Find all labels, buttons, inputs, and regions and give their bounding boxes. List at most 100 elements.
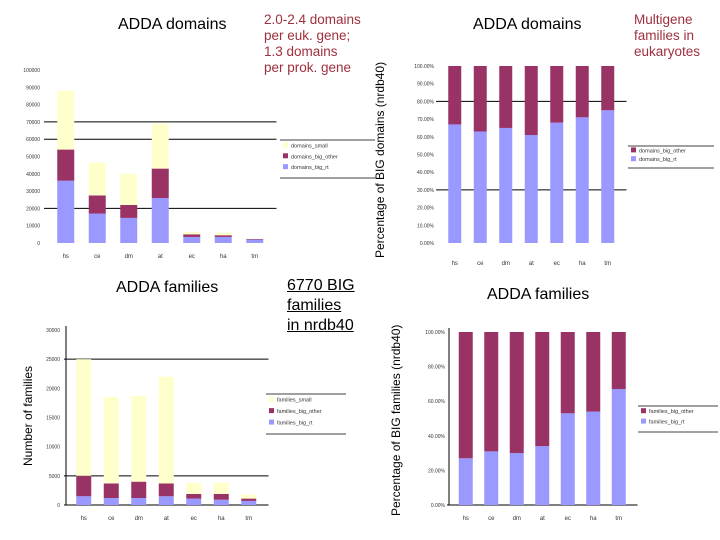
legend-swatch-families-small: [269, 396, 274, 402]
x-tick-label: ha: [220, 254, 227, 260]
bar-families-small-ec: [186, 482, 202, 494]
note-line: Multigene: [634, 12, 693, 27]
x-tick-label: ec: [565, 516, 571, 522]
y-tick-label: 80.00%: [417, 99, 435, 105]
x-tick-label: dm: [125, 254, 133, 260]
bar-domains-small-ce: [88, 162, 106, 196]
y-tick-label: 100.00%: [414, 64, 434, 70]
bar-families-big-rt-dm: [509, 453, 524, 505]
y-tick-label: 40.00%: [417, 170, 435, 176]
y-tick-label: 5000: [49, 474, 60, 480]
legend-label: domains_big_other: [291, 154, 338, 160]
y-tick-label: 60.00%: [428, 399, 446, 405]
note-line: families in: [634, 28, 695, 43]
bar-families-big-other-dm: [509, 332, 524, 454]
legend-label: domains_big_rt: [639, 157, 677, 163]
y-tick-label: 0: [37, 241, 40, 247]
legend-label: domains_small: [291, 143, 328, 149]
x-tick-label: ha: [579, 261, 586, 267]
x-tick-label: ce: [488, 516, 495, 522]
legend-swatch-families-big-other: [269, 408, 274, 414]
bar-families-big-rt-ha: [213, 499, 229, 505]
note-line: 2.0-2.4 domains: [264, 12, 361, 27]
y-tick-label: 15000: [46, 416, 60, 422]
legend-swatch-domains-big-rt: [283, 164, 288, 170]
bar-domains-big-other-tm: [601, 66, 615, 111]
bar-domains-big-rt-ha: [575, 117, 589, 243]
y-tick-label: 30000: [26, 189, 40, 195]
bar-families-big-other-ha: [213, 493, 229, 500]
x-tick-label: ce: [108, 516, 115, 522]
y-tick-label: 10.00%: [417, 223, 435, 229]
x-tick-label: dm: [502, 261, 510, 267]
x-tick-label: ec: [191, 516, 197, 522]
bar-domains-big-other-at: [151, 168, 169, 199]
bar-families-big-rt-dm: [131, 498, 147, 505]
legend-swatch-families-big-rt: [269, 419, 274, 425]
y-tick-label: 20000: [46, 386, 60, 392]
note-line: per euk. gene;: [264, 28, 351, 43]
x-tick-label: dm: [513, 516, 521, 522]
bar-families-small-ce: [103, 397, 119, 484]
bar-families-big-other-tm: [241, 498, 257, 501]
bar-domains-big-rt-dm: [120, 217, 138, 243]
bar-families-small-hs: [76, 359, 92, 476]
bar-families-big-other-tm: [611, 332, 626, 390]
x-tick-label: ec: [189, 254, 195, 260]
y-tick-label: 10000: [26, 224, 40, 230]
bar-domains-big-rt-at: [524, 135, 538, 243]
bar-families-big-other-hs: [458, 332, 473, 459]
x-tick-label: tm: [604, 261, 611, 267]
x-tick-label: ce: [94, 254, 101, 260]
x-tick-label: tm: [251, 254, 258, 260]
chart-title-domains-count: ADDA domains: [118, 16, 227, 33]
chart-title-families-count: ADDA families: [116, 279, 219, 296]
bar-domains-big-other-ce: [88, 195, 106, 214]
bar-domains-big-other-dm: [499, 66, 513, 128]
x-tick-label: at: [529, 261, 534, 267]
y-tick-label: 50000: [26, 155, 40, 161]
y-tick-label: 100.00%: [425, 330, 445, 336]
bar-families-small-at: [158, 376, 174, 484]
bar-families-big-rt-at: [158, 496, 174, 505]
y-tick-label: 60.00%: [417, 135, 435, 141]
chart-title-domains-pct: ADDA domains: [473, 16, 582, 33]
y-tick-label: 25000: [46, 357, 60, 363]
bar-families-big-rt-tm: [241, 500, 257, 505]
bar-domains-small-at: [151, 123, 169, 169]
bar-domains-big-rt-ce: [473, 131, 487, 243]
x-tick-label: at: [164, 516, 169, 522]
x-tick-label: hs: [463, 516, 469, 522]
legend-label: domains_big_other: [639, 148, 686, 154]
bar-domains-big-rt-tm: [246, 239, 264, 243]
bar-families-big-rt-ec: [560, 413, 575, 505]
bar-families-big-rt-ha: [586, 411, 601, 505]
y-tick-label: 70000: [26, 120, 40, 126]
bar-families-big-other-hs: [76, 475, 92, 497]
domains-per-gene-note: 2.0-2.4 domains per euk. gene; 1.3 domai…: [264, 12, 361, 76]
bar-families-big-rt-ce: [484, 451, 499, 505]
y-tick-label: 60000: [26, 137, 40, 143]
note-line: 1.3 domains: [264, 44, 338, 59]
bar-domains-big-rt-ec: [550, 122, 564, 243]
bar-families-big-rt-ce: [103, 498, 119, 505]
bar-domains-small-ec: [183, 231, 201, 235]
y-tick-label: 80.00%: [428, 365, 446, 371]
legend-label: families_big_rt: [649, 420, 685, 426]
bar-domains-big-rt-at: [151, 198, 169, 243]
legend-swatch-families-big-other: [641, 408, 646, 414]
bar-families-big-other-ce: [484, 332, 499, 452]
y-tick-label: 20.00%: [428, 468, 446, 474]
bar-domains-big-rt-ha: [214, 236, 232, 243]
y-tick-label: 70.00%: [417, 117, 435, 123]
bar-families-big-rt-hs: [458, 458, 473, 505]
x-tick-label: hs: [452, 261, 458, 267]
bar-families-small-ha: [213, 482, 229, 494]
y-tick-label: 40000: [26, 172, 40, 178]
legend-label: families_small: [277, 398, 312, 404]
bar-domains-big-other-tm: [246, 239, 264, 240]
chart-title-families-pct: ADDA families: [487, 286, 590, 303]
y-tick-label: 30000: [46, 328, 60, 334]
x-tick-label: tm: [245, 516, 252, 522]
